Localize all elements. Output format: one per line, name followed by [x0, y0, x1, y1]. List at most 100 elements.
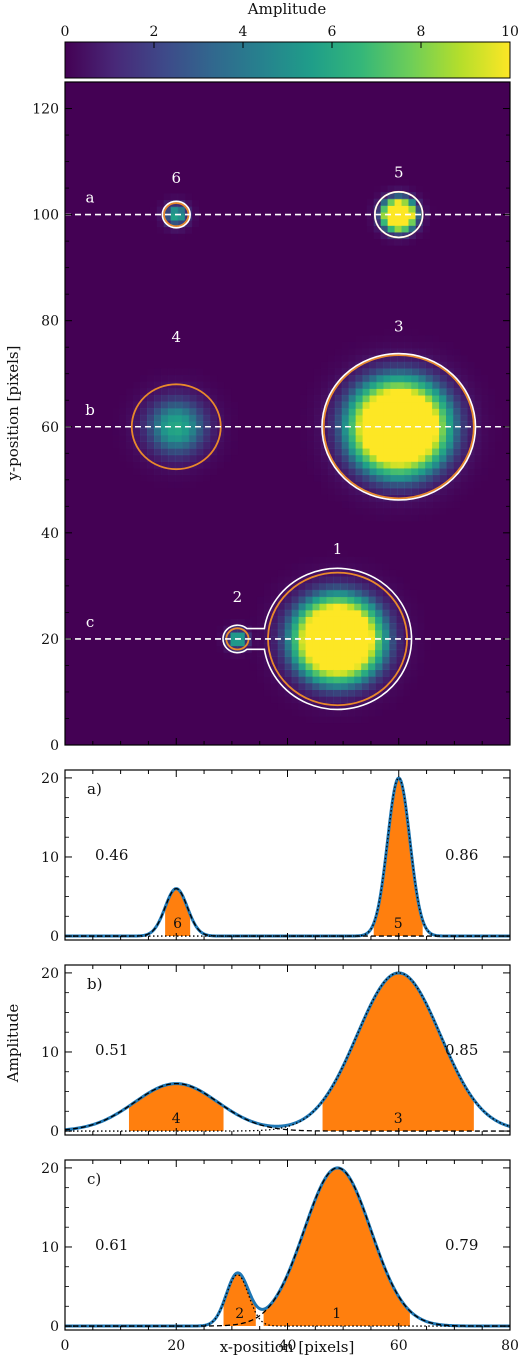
- source-pixel: [375, 563, 383, 571]
- source-pixel: [291, 682, 300, 690]
- source-pixel: [326, 702, 334, 710]
- source-pixel: [446, 501, 454, 509]
- source-pixel: [177, 206, 186, 214]
- source-pixel: [480, 467, 489, 476]
- source-pixel: [368, 676, 376, 684]
- source-pixel: [355, 481, 364, 489]
- source-pixel: [459, 454, 468, 462]
- source-pixel: [112, 434, 120, 442]
- source-pixel: [237, 652, 245, 660]
- source-pixel: [305, 583, 314, 591]
- source-pixel: [263, 603, 272, 611]
- source-pixel: [395, 609, 404, 617]
- source-pixel: [401, 185, 410, 193]
- source-pixel: [401, 205, 410, 213]
- source-pixel: [347, 662, 355, 671]
- source-pixel: [368, 656, 376, 664]
- source-pixel: [432, 461, 440, 469]
- source-pixel: [459, 361, 468, 370]
- source-pixel: [163, 213, 172, 221]
- source-pixel: [256, 596, 265, 604]
- source-pixel: [387, 211, 396, 220]
- source-pixel: [361, 589, 369, 598]
- source-pixel: [244, 652, 252, 660]
- source-pixel: [181, 375, 190, 383]
- source-pixel: [188, 454, 197, 462]
- source-pixel: [382, 676, 390, 684]
- source-pixel: [355, 434, 364, 442]
- source-pixel: [306, 461, 315, 469]
- source-pixel: [319, 649, 328, 657]
- source-pixel: [277, 682, 286, 690]
- source-pixel: [373, 225, 382, 233]
- source-pixel: [181, 434, 190, 442]
- source-pixel: [319, 563, 328, 571]
- source-pixel: [382, 636, 390, 644]
- source-pixel: [375, 636, 383, 644]
- source-pixel: [263, 583, 272, 591]
- source-pixel: [263, 662, 272, 671]
- source-pixel: [452, 355, 461, 363]
- source-pixel: [348, 494, 357, 502]
- source-pixel: [188, 394, 197, 403]
- source-label: 3: [394, 317, 404, 335]
- source-pixel: [270, 616, 279, 624]
- source-pixel: [216, 447, 225, 456]
- source-pixel: [154, 447, 162, 456]
- source-pixel: [446, 494, 454, 502]
- source-pixel: [411, 501, 419, 509]
- source-pixel: [362, 494, 371, 502]
- source-pixel: [291, 636, 300, 644]
- source-pixel: [473, 375, 482, 383]
- source-pixel: [425, 361, 433, 370]
- source-pixel: [362, 368, 371, 376]
- source-pixel: [263, 682, 272, 690]
- source-pixel: [459, 375, 468, 383]
- source-pixel: [140, 454, 148, 462]
- source-pixel: [390, 341, 398, 350]
- source-pixel: [277, 695, 286, 704]
- source-pixel: [487, 461, 496, 469]
- source-pixel: [432, 408, 440, 416]
- source-pixel: [390, 421, 398, 429]
- source-pixel: [209, 381, 218, 389]
- source-pixel: [188, 447, 197, 456]
- source-pixel: [284, 656, 293, 664]
- source-pixel: [480, 421, 489, 429]
- source-pixel: [487, 421, 496, 429]
- source-pixel: [452, 447, 461, 456]
- source-pixel: [355, 355, 364, 363]
- source-pixel: [340, 629, 348, 637]
- source-pixel: [389, 689, 397, 697]
- source-pixel: [439, 394, 447, 403]
- source-pixel: [147, 414, 155, 423]
- source-pixel: [249, 662, 258, 671]
- source-pixel: [112, 428, 120, 436]
- source-pixel: [249, 629, 258, 637]
- source-pixel: [119, 454, 127, 462]
- source-pixel: [473, 474, 482, 482]
- source-pixel: [277, 603, 286, 611]
- source-pixel: [416, 616, 425, 624]
- source-pixel: [439, 501, 447, 509]
- source-pixel: [319, 609, 328, 617]
- source-pixel: [395, 623, 404, 631]
- source-pixel: [348, 355, 357, 363]
- source-pixel: [327, 414, 336, 423]
- source-pixel: [383, 381, 392, 389]
- source-pixel: [397, 441, 405, 449]
- source-pixel: [459, 467, 468, 476]
- source-pixel: [459, 447, 468, 456]
- source-pixel: [202, 461, 211, 469]
- source-pixel: [383, 394, 392, 403]
- source-pixel: [369, 441, 378, 449]
- source-pixel: [459, 434, 468, 442]
- source-pixel: [230, 428, 239, 436]
- source-pixel: [390, 381, 398, 389]
- source-pixel: [312, 689, 321, 697]
- source-pixel: [411, 361, 419, 370]
- source-pixel: [160, 467, 169, 476]
